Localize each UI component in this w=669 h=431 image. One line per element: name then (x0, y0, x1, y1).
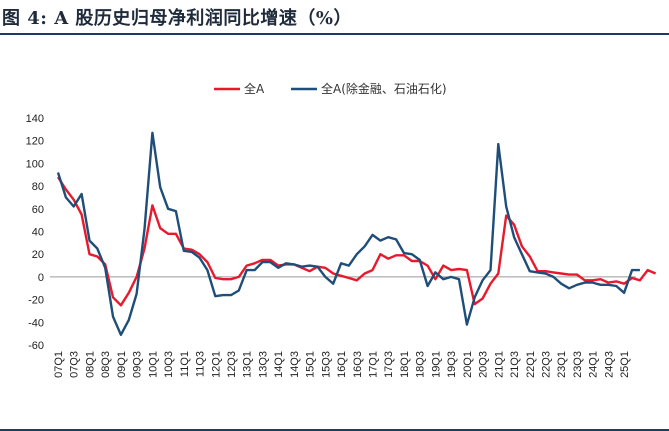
y-tick-label: 40 (32, 227, 44, 239)
x-tick-label: 10Q1 (147, 351, 159, 378)
x-tick-label: 25Q1 (619, 351, 631, 378)
x-tick-label: 20Q3 (478, 351, 490, 378)
x-tick-label: 10Q3 (163, 351, 175, 378)
legend-label: 全A(除金融、石油石化) (321, 81, 447, 96)
x-tick-label: 11Q1 (179, 351, 191, 377)
x-tick-label: 18Q3 (415, 351, 427, 378)
y-tick-label: 60 (32, 204, 44, 216)
x-tick-label: 07Q3 (69, 351, 81, 378)
x-tick-label: 13Q3 (257, 351, 269, 378)
x-tick-label: 19Q1 (430, 351, 442, 378)
y-axis: -60 -40 -20 0 20 40 60 80 100 120 140 (26, 113, 44, 352)
title-bar: 图 4: A 股历史归母净利润同比增速（%） (0, 0, 669, 35)
x-tick-label: 07Q1 (53, 351, 65, 378)
y-tick-label: -20 (28, 295, 44, 307)
x-tick-label: 14Q3 (289, 351, 301, 378)
plot-area (56, 131, 657, 336)
x-tick-label: 24Q1 (588, 351, 600, 378)
figure-title: 图 4: A 股历史归母净利润同比增速（%） (2, 8, 353, 29)
x-axis: 07Q1 07Q3 08Q1 08Q3 09Q1 09Q3 10Q1 10Q3 11Q1 11Q3… (50, 276, 636, 378)
x-tick-label: 20Q1 (462, 351, 474, 378)
x-tick-label: 15Q1 (305, 351, 317, 378)
y-tick-label: -40 (28, 317, 44, 329)
x-tick-label: 09Q1 (116, 351, 128, 378)
y-tick-label: 100 (26, 158, 44, 170)
y-tick-label: 80 (32, 181, 44, 193)
y-tick-label: -60 (28, 340, 44, 352)
y-tick-label: 20 (32, 249, 44, 261)
x-tick-label: 08Q1 (84, 351, 96, 378)
x-tick-label: 22Q3 (541, 351, 553, 378)
x-tick-label: 14Q1 (273, 351, 285, 378)
x-tick-label: 15Q3 (320, 351, 332, 378)
x-tick-label: 21Q1 (493, 351, 505, 378)
x-tick-label: 22Q1 (525, 351, 537, 378)
chart-legend: 全A 全A(除金融、石油石化) (214, 81, 447, 96)
x-tick-label: 12Q1 (210, 351, 222, 378)
x-tick-label: 16Q3 (352, 351, 364, 378)
bottom-rule (0, 429, 669, 431)
legend-label: 全A (244, 81, 265, 96)
y-tick-label: 140 (26, 113, 44, 125)
x-tick-label: 12Q3 (226, 351, 238, 378)
x-tick-label: 16Q1 (336, 351, 348, 378)
series-line-all-a-ex-fin-oil (56, 131, 640, 336)
title-rule (0, 33, 669, 35)
x-tick-label: 18Q1 (399, 351, 411, 378)
series-line-all-a (56, 176, 657, 307)
x-tick-label: 23Q3 (572, 351, 584, 378)
x-tick-label: 11Q3 (195, 351, 207, 377)
x-tick-label: 17Q3 (383, 351, 395, 378)
x-tick-label: 09Q3 (132, 351, 144, 378)
x-tick-label: 24Q3 (603, 351, 615, 378)
y-tick-label: 0 (38, 272, 44, 284)
x-tick-label: 17Q1 (368, 351, 380, 378)
x-tick-label: 13Q1 (242, 351, 254, 378)
x-tick-label: 23Q1 (556, 351, 568, 378)
x-tick-label: 19Q3 (446, 351, 458, 378)
x-tick-label: 08Q3 (100, 351, 112, 378)
y-tick-label: 120 (26, 136, 44, 148)
x-tick-label: 21Q3 (509, 351, 521, 378)
